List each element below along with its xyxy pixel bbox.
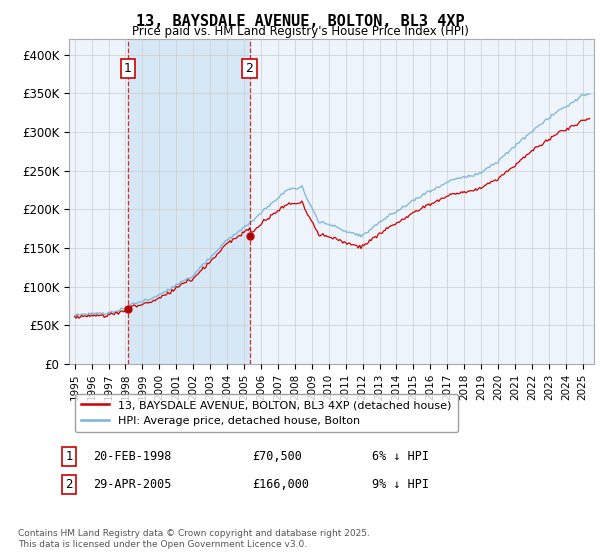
Text: Contains HM Land Registry data © Crown copyright and database right 2025.
This d: Contains HM Land Registry data © Crown c…: [18, 529, 370, 549]
Bar: [128, 39, 250, 364]
Text: Price paid vs. HM Land Registry's House Price Index (HPI): Price paid vs. HM Land Registry's House …: [131, 25, 469, 38]
Text: 2: 2: [245, 62, 253, 75]
Legend: 13, BAYSDALE AVENUE, BOLTON, BL3 4XP (detached house), HPI: Average price, detac: 13, BAYSDALE AVENUE, BOLTON, BL3 4XP (de…: [74, 394, 458, 432]
Text: 29-APR-2005: 29-APR-2005: [93, 478, 172, 491]
Text: 9% ↓ HPI: 9% ↓ HPI: [372, 478, 429, 491]
Text: 2: 2: [65, 478, 73, 491]
Text: £70,500: £70,500: [252, 450, 302, 463]
Text: 1: 1: [124, 62, 132, 75]
Text: 13, BAYSDALE AVENUE, BOLTON, BL3 4XP: 13, BAYSDALE AVENUE, BOLTON, BL3 4XP: [136, 14, 464, 29]
Text: 20-FEB-1998: 20-FEB-1998: [93, 450, 172, 463]
Text: 6% ↓ HPI: 6% ↓ HPI: [372, 450, 429, 463]
Text: £166,000: £166,000: [252, 478, 309, 491]
Text: 1: 1: [65, 450, 73, 463]
